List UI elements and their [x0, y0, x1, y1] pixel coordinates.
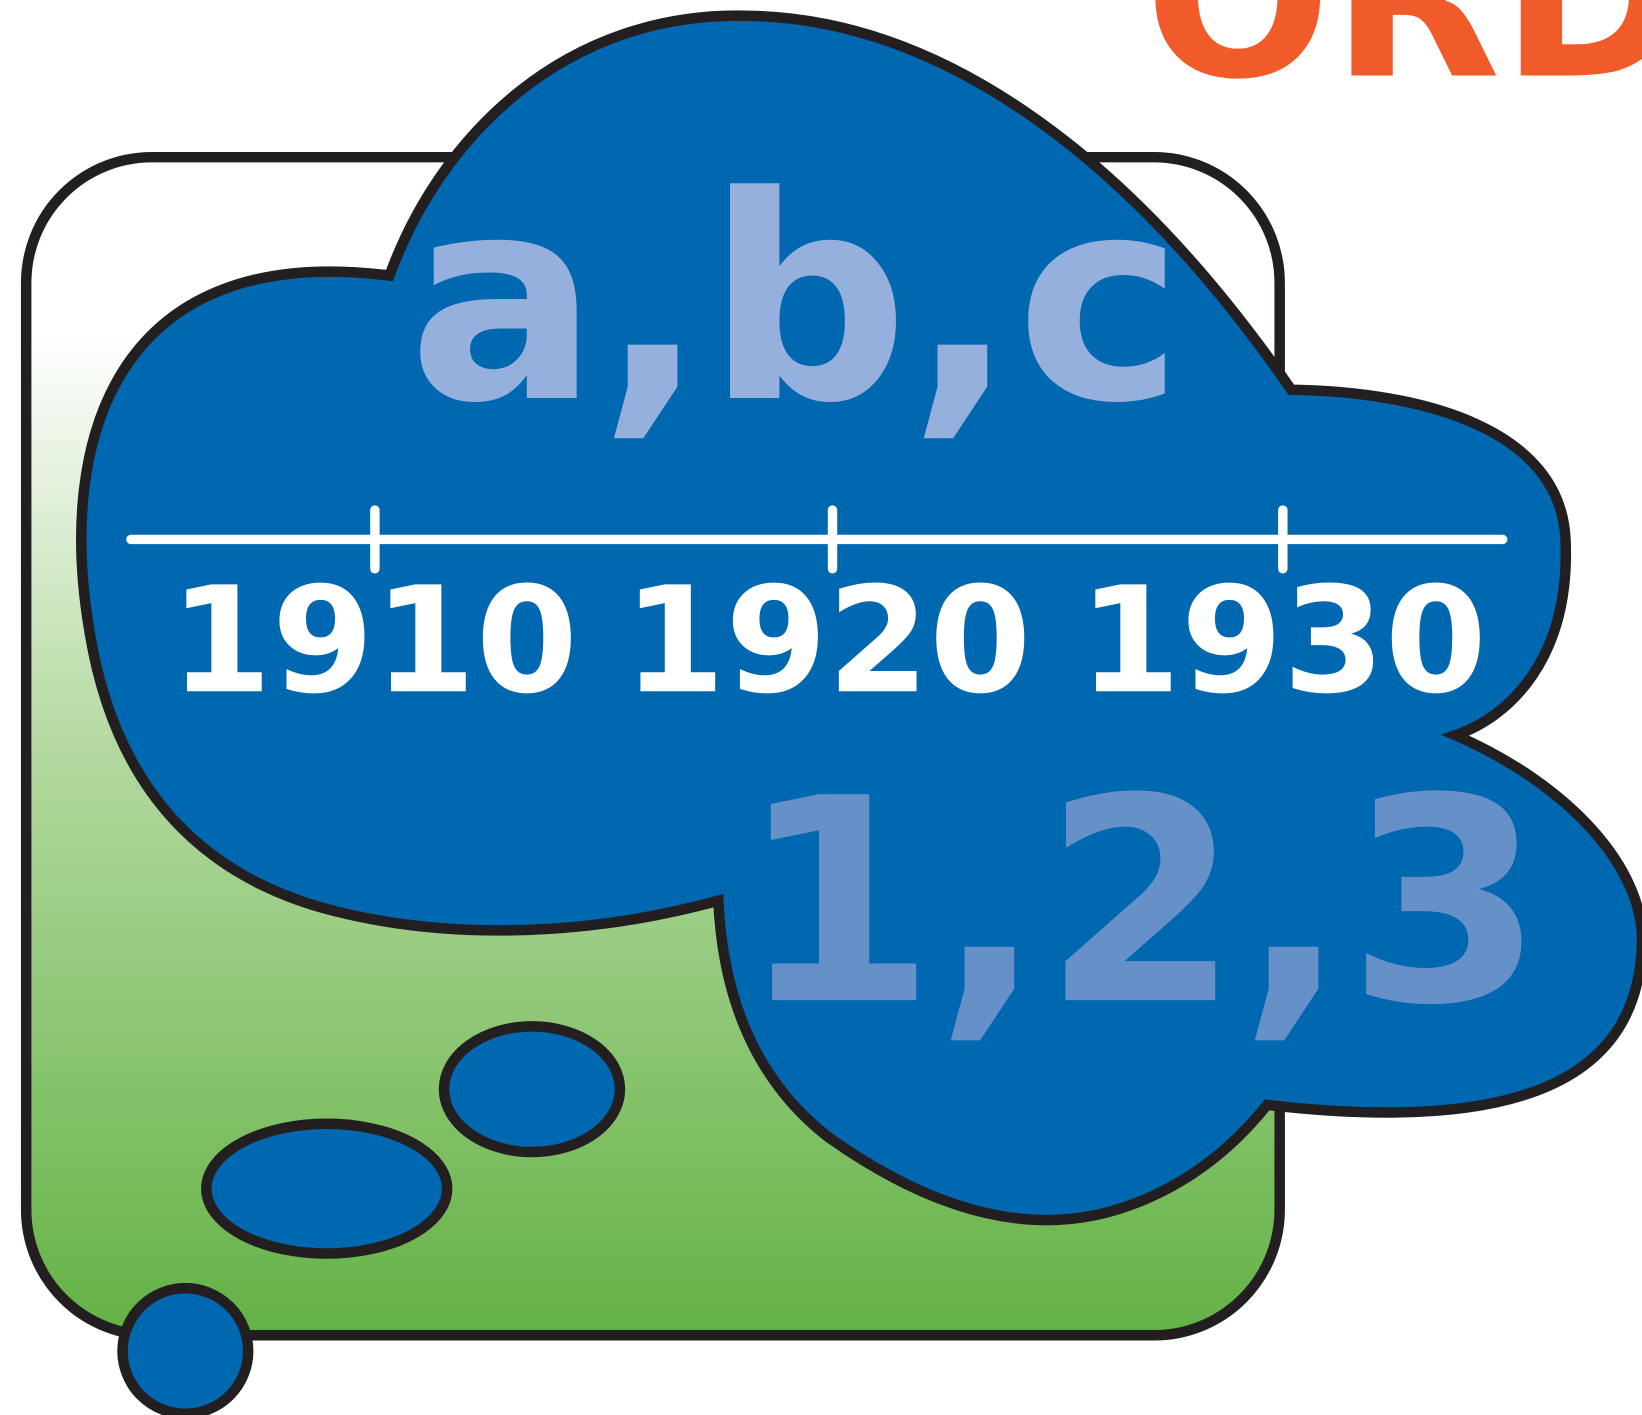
year-label: 1930 — [1079, 555, 1487, 726]
corner-text: ORD — [1144, 0, 1642, 128]
thought-bubble — [206, 1124, 447, 1254]
year-label: 1910 — [170, 555, 578, 726]
year-label: 1920 — [623, 555, 1031, 726]
letters: a,b,c — [408, 136, 1184, 465]
thought-bubble — [444, 1026, 620, 1152]
numbers: 1,2,3 — [739, 738, 1544, 1067]
page: {"corner_text": "ORD", "letters": "a,b,c… — [0, 0, 1642, 1415]
thought-bubble — [123, 1288, 249, 1414]
illustration: ORD a,b,c 1910 1920 1930 1,2,3 — [0, 0, 1642, 1415]
